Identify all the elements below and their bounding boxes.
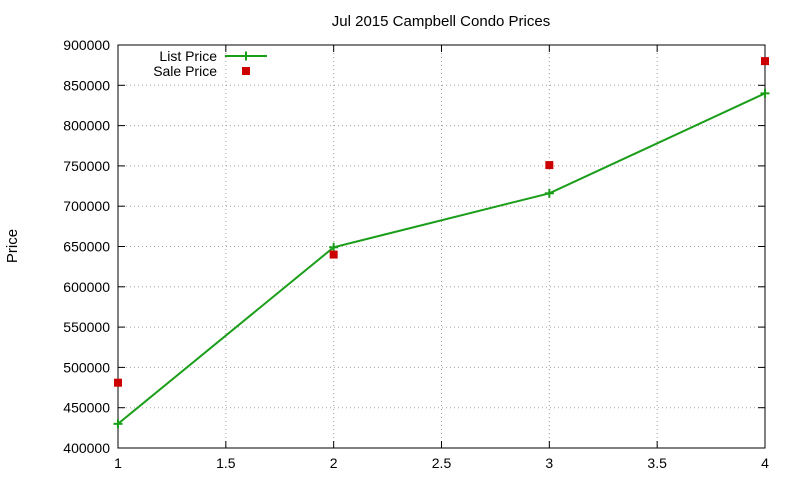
y-tick-label: 400000 [63,440,110,456]
data-point-list-price [760,88,770,98]
x-tick-label: 2 [330,455,338,471]
y-tick-label: 850000 [63,77,110,93]
x-tick-label: 1.5 [216,455,236,471]
data-point-sale-price [761,57,769,66]
x-tick-label: 1 [114,455,122,471]
legend-label-sale-price: Sale Price [153,63,217,79]
y-tick-label: 600000 [63,279,110,295]
y-tick-label: 700000 [63,198,110,214]
chart-title: Jul 2015 Campbell Condo Prices [332,13,550,30]
legend-plus-marker [241,51,251,61]
legend-label-list-price: List Price [159,48,217,64]
y-tick-label: 650000 [63,239,110,255]
x-tick-label: 3.5 [647,455,667,471]
y-tick-label: 800000 [63,118,110,134]
series [113,57,770,429]
legend-marker-sale-price [242,67,250,75]
legend-square-marker [242,67,250,75]
legend-marker-list-price [241,51,251,61]
legend: List Price Sale Price [153,48,267,79]
data-point-sale-price [114,378,122,387]
y-tick-label: 750000 [63,158,110,174]
y-tick-label: 500000 [63,359,110,375]
data-point-list-price [113,419,123,429]
y-tick-label: 450000 [63,400,110,416]
x-tick-label: 4 [761,455,769,471]
data-point-list-price [544,188,554,198]
x-tick-label: 3 [545,455,553,471]
data-point-sale-price [329,250,338,259]
ticks: 400000 450000 500000 550000 600000 650000 7000… [63,37,769,471]
data-point-sale-price [545,161,554,170]
x-tick-label: 2.5 [432,455,452,471]
y-axis-label: Price [4,229,21,263]
data-point-list-price [329,242,339,252]
series-line-list-price [117,92,766,425]
y-tick-label: 550000 [63,319,110,335]
y-tick-label: 900000 [63,37,110,53]
grid [118,45,765,448]
